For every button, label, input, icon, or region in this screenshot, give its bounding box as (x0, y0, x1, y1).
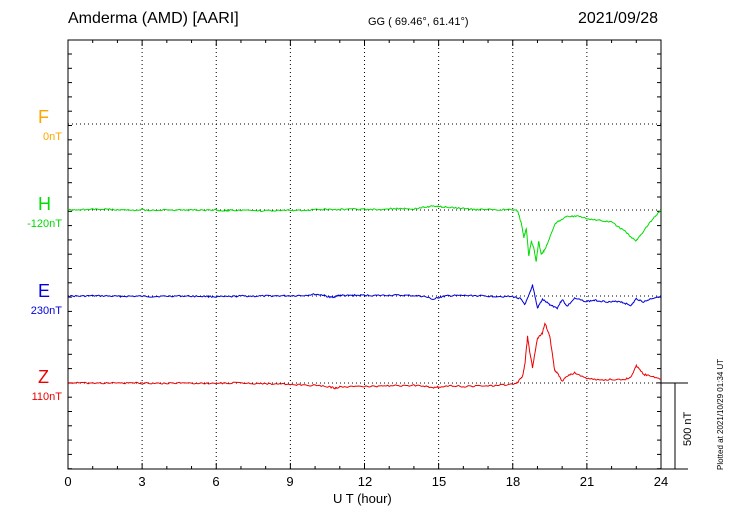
chart-date: 2021/09/28 (578, 10, 659, 27)
scale-bar (661, 382, 688, 470)
axis-ticks (67, 40, 662, 470)
scale-bar-label: 500 nT (682, 411, 694, 446)
series-group (67, 205, 662, 390)
x-tick-label: 21 (579, 474, 595, 489)
x-axis-label: U T (hour) (333, 491, 392, 506)
channel-label-e: E (38, 281, 51, 301)
x-tick-label: 9 (286, 474, 294, 489)
plotted-timestamp: Plotted at 2021/10/29 01:34 UT (716, 358, 725, 470)
channel-baseline-h: -120nT (27, 218, 62, 230)
channel-label-z: Z (38, 367, 49, 387)
x-tick-label: 6 (212, 474, 220, 489)
station-title: Amderma (AMD) [AARI] (68, 10, 239, 27)
series-line-h (67, 205, 662, 262)
x-tick-label: 15 (431, 474, 447, 489)
channel-label-f: F (38, 107, 49, 127)
channel-label-h: H (38, 194, 51, 214)
station-coords: GG ( 69.46°, 61.41°) (368, 16, 469, 28)
series-line-e (67, 284, 662, 310)
x-tick-label: 3 (138, 474, 146, 489)
channel-baseline-z: 110nT (31, 391, 62, 403)
grid-lines (68, 40, 661, 469)
x-tick-label: 24 (653, 474, 669, 489)
x-tick-label: 0 (64, 474, 72, 489)
series-line-z (67, 322, 662, 390)
channel-baseline-f: 0nT (43, 131, 62, 143)
channel-baseline-e: 230nT (30, 305, 62, 317)
x-tick-label: 18 (505, 474, 521, 489)
x-tick-label: 12 (357, 474, 373, 489)
